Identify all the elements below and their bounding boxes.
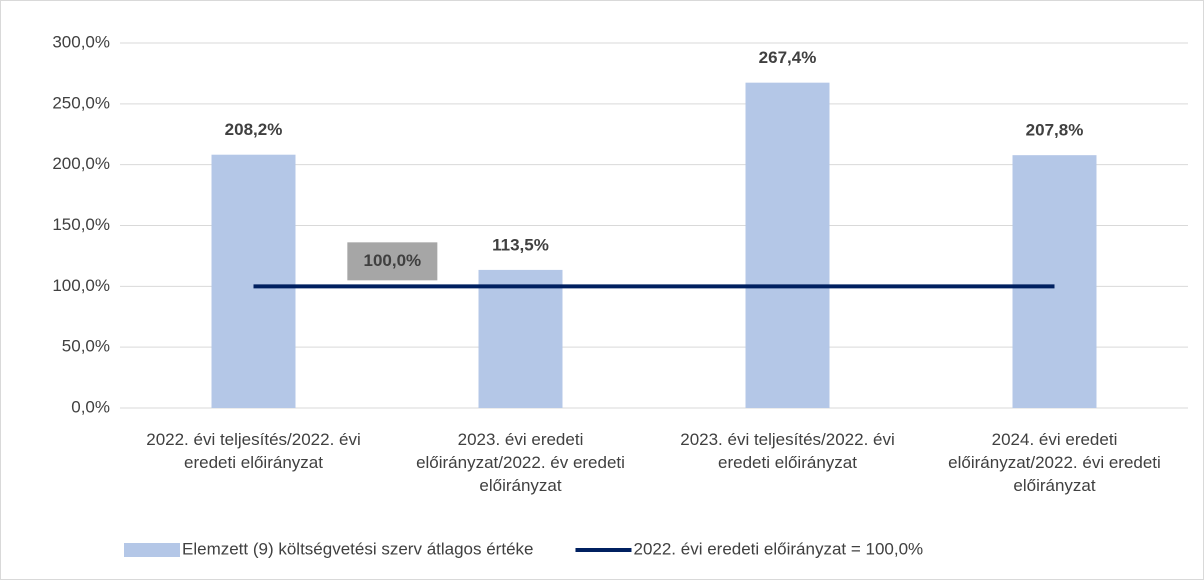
- y-tick-label: 250,0%: [52, 93, 110, 112]
- legend-swatch: [124, 543, 180, 557]
- legend-label: 2022. évi eredeti előirányzat = 100,0%: [633, 539, 923, 558]
- data-label: 100,0%: [364, 251, 422, 270]
- bar: [1012, 155, 1097, 408]
- y-tick-label: 0,0%: [71, 397, 110, 416]
- y-tick-label: 200,0%: [52, 154, 110, 173]
- x-tick-label: 2024. évi eredeti előirányzat/2022. évi …: [948, 430, 1161, 495]
- y-tick-label: 50,0%: [62, 337, 110, 356]
- x-tick-label: 2022. évi teljesítés/2022. évi eredeti e…: [146, 430, 361, 472]
- x-tick-label: 2023. évi eredeti előirányzat/2022. év e…: [416, 430, 625, 495]
- legend-label: Elemzett (9) költségvetési szerv átlagos…: [182, 539, 533, 558]
- y-tick-label: 150,0%: [52, 215, 110, 234]
- data-label: 113,5%: [492, 235, 549, 254]
- bar: [211, 154, 296, 408]
- bar: [478, 269, 563, 408]
- data-label: 208,2%: [225, 120, 283, 139]
- bar: [745, 82, 830, 408]
- y-tick-label: 100,0%: [52, 276, 110, 295]
- data-label: 207,8%: [1026, 121, 1084, 140]
- y-tick-label: 300,0%: [52, 32, 110, 51]
- x-tick-label: 2023. évi teljesítés/2022. évi eredeti e…: [680, 430, 895, 472]
- data-label: 267,4%: [759, 48, 817, 67]
- data-label-box: [347, 242, 438, 281]
